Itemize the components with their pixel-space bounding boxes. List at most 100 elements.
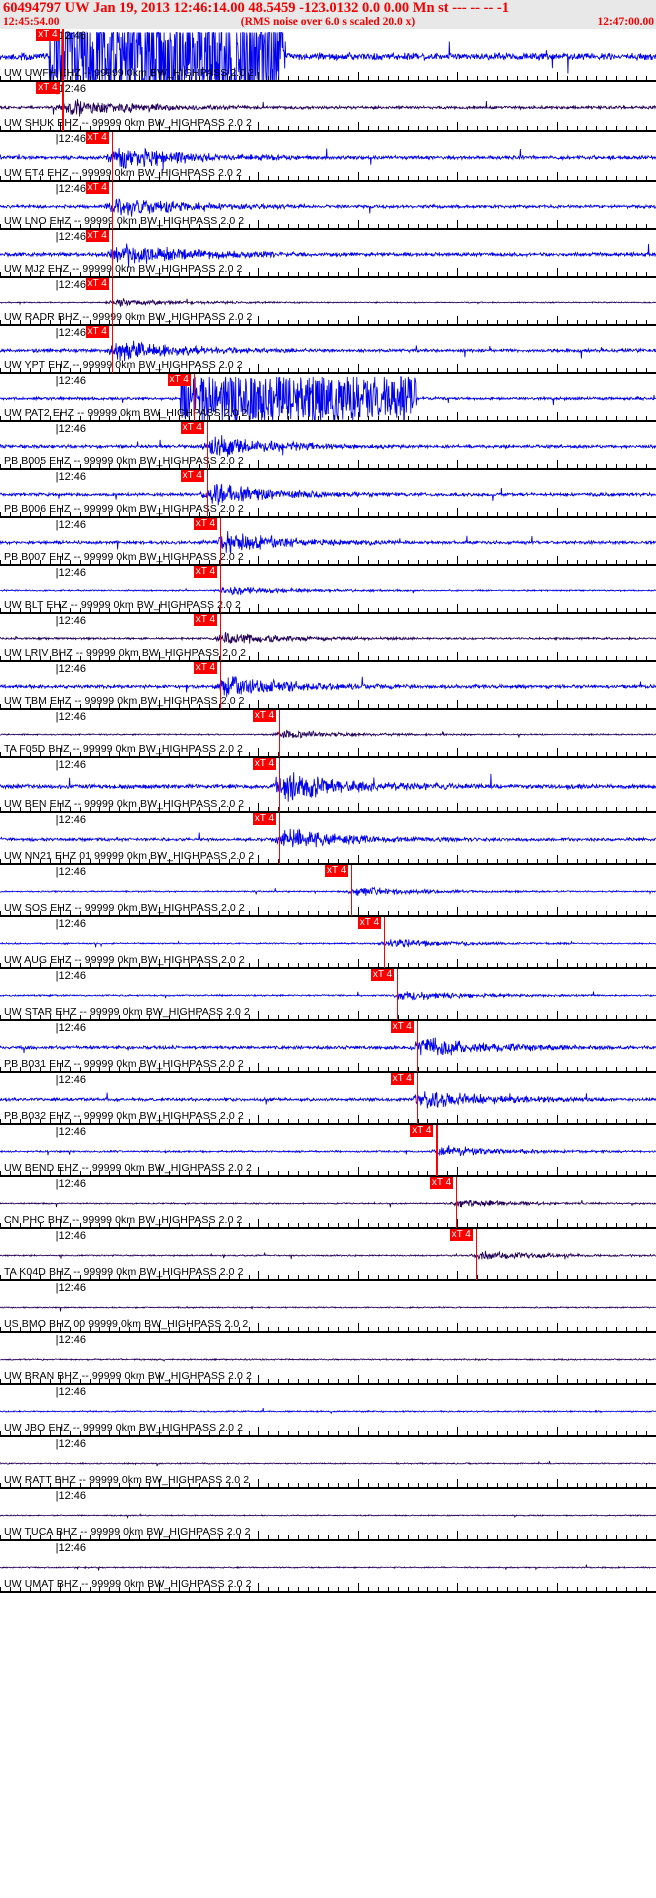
time-axis-line [0, 1175, 656, 1176]
trace-row[interactable]: |12:46 US BMO BHZ 00 99999 0km BW_HIGHPAS… [0, 1281, 656, 1333]
trace-row[interactable]: |12:46 TA K04D BHZ -- 99999 0km BW_HIGHPA… [0, 1229, 656, 1281]
trace-row[interactable]: |12:46 UW MJ2 EHZ -- 99999 0km BW_HIGHPAS… [0, 230, 656, 278]
phase-pick-marker[interactable] [193, 374, 195, 421]
phase-pick-badge[interactable]: xT 4 [390, 1073, 414, 1085]
phase-pick-badge[interactable]: xT 4 [252, 758, 277, 770]
axis-time-label: |12:46 [56, 759, 86, 771]
phase-pick-marker[interactable] [111, 132, 113, 181]
phase-pick-marker[interactable] [278, 758, 281, 812]
phase-pick-marker[interactable] [62, 29, 64, 81]
phase-pick-marker[interactable] [383, 917, 386, 968]
axis-label-tickmark: | [55, 423, 59, 435]
phase-pick-badge[interactable]: xT 4 [193, 614, 218, 626]
time-axis-line [0, 1539, 656, 1540]
phase-pick-badge[interactable]: xT 4 [85, 182, 109, 194]
phase-pick-marker[interactable] [475, 1229, 477, 1280]
phase-pick-marker[interactable] [396, 969, 399, 1020]
phase-pick-badge[interactable]: xT 4 [180, 422, 204, 434]
waveform [0, 586, 656, 596]
axis-label-text: 12:46 [58, 1386, 86, 1398]
phase-pick-marker[interactable] [111, 326, 113, 373]
phase-pick-badge[interactable]: xT 4 [449, 1229, 473, 1241]
trace-row[interactable]: |12:46 UW UWFH EHZ -- 99999 0km BW_HIGHPA… [0, 29, 656, 82]
phase-pick-badge[interactable]: xT 4 [85, 230, 109, 242]
phase-pick-marker[interactable] [219, 518, 222, 565]
phase-pick-badge[interactable]: xT 4 [193, 518, 218, 530]
phase-pick-marker[interactable] [219, 662, 222, 709]
phase-pick-marker[interactable] [111, 278, 113, 325]
phase-pick-marker[interactable] [278, 813, 281, 864]
trace-row[interactable]: |12:46 PB B032 EHZ -- 99999 0km BW_HIGHPA… [0, 1073, 656, 1125]
trace-row[interactable]: |12:46 CN PHC BHZ -- 99999 0km BW_HIGHPAS… [0, 1177, 656, 1229]
phase-pick-marker[interactable] [62, 82, 64, 131]
trace-row[interactable]: |12:46 UW STAR EHZ -- 99999 0km BW_HIGHPA… [0, 969, 656, 1021]
phase-pick-badge[interactable]: xT 4 [85, 278, 109, 290]
trace-row[interactable]: |12:46 UW TBM EHZ -- 99999 0km BW_HIGHPAS… [0, 662, 656, 710]
axis-label-tickmark: | [55, 1334, 59, 1346]
phase-pick-marker[interactable] [436, 1125, 438, 1176]
trace-row[interactable]: |12:46 UW BEN EHZ -- 99999 0km BW_HIGHPAS… [0, 758, 656, 813]
phase-pick-marker[interactable] [111, 230, 113, 277]
trace-row[interactable]: |12:46 UW LNO EHZ -- 99999 0km BW_HIGHPAS… [0, 182, 656, 230]
phase-pick-badge[interactable]: xT 4 [36, 29, 60, 41]
axis-label-tickmark: | [55, 471, 59, 483]
axis-time-label: |12:46 [56, 83, 86, 95]
phase-pick-badge[interactable]: xT 4 [252, 710, 277, 722]
phase-pick-badge[interactable]: xT 4 [180, 470, 204, 482]
trace-row[interactable]: |12:46 PB B006 EHZ -- 99999 0km BW_HIGHPA… [0, 470, 656, 518]
trace-channel-label: UW JBO EHZ -- 99999 0km BW_HIGHPASS 2.0 … [4, 1422, 244, 1434]
phase-pick-badge[interactable]: xT 4 [410, 1125, 434, 1137]
trace-row[interactable]: |12:46 PB B031 EHZ -- 99999 0km BW_HIGHPA… [0, 1021, 656, 1073]
trace-row[interactable]: |12:46 UW PAT2 EHZ -- 99999 0km BW_HIGHPA… [0, 374, 656, 422]
trace-row[interactable]: |12:46 UW NN21 EHZ 01 99999 0km BW_HIGHPA… [0, 813, 656, 865]
trace-row[interactable]: |12:46 UW BRAN BHZ -- 99999 0km BW_HIGHPA… [0, 1333, 656, 1385]
phase-pick-badge[interactable]: xT 4 [167, 374, 191, 386]
phase-pick-marker[interactable] [278, 710, 281, 757]
phase-pick-marker[interactable] [206, 422, 208, 469]
phase-pick-badge[interactable]: xT 4 [390, 1021, 414, 1033]
phase-pick-badge[interactable]: xT 4 [193, 566, 218, 578]
phase-pick-badge[interactable]: xT 4 [36, 82, 60, 94]
time-axis-line [0, 372, 656, 373]
trace-row[interactable]: |12:46 UW ET4 EHZ -- 99999 0km BW_HIGHPAS… [0, 132, 656, 182]
trace-row[interactable]: |12:46 UW YPT EHZ -- 99999 0km BW_HIGHPAS… [0, 326, 656, 374]
phase-pick-marker[interactable] [111, 182, 113, 229]
phase-pick-badge[interactable]: xT 4 [429, 1177, 454, 1189]
trace-row[interactable]: |12:46 UW JBO EHZ -- 99999 0km BW_HIGHPAS… [0, 1385, 656, 1437]
trace-row[interactable]: |12:46 UW SOS EHZ -- 99999 0km BW_HIGHPAS… [0, 865, 656, 917]
phase-pick-badge[interactable]: xT 4 [85, 326, 109, 338]
phase-pick-marker[interactable] [455, 1177, 458, 1228]
phase-pick-marker[interactable] [219, 614, 222, 661]
phase-pick-marker[interactable] [206, 470, 208, 517]
axis-label-text: 12:46 [58, 1126, 86, 1138]
trace-row[interactable]: |12:46 UW RATT BHZ -- 99999 0km BW_HIGHPA… [0, 1437, 656, 1489]
trace-row[interactable]: |12:46 UW LRIV BHZ -- 99999 0km BW_HIGHPA… [0, 614, 656, 662]
trace-row[interactable]: |12:46 UW SHUK BHZ -- 99999 0km BW_HIGHPA… [0, 82, 656, 132]
trace-row[interactable]: |12:46 UW RADR BHZ -- 99999 0km BW_HIGHPA… [0, 278, 656, 326]
trace-row[interactable]: |12:46 PB B007 EHZ -- 99999 0km BW_HIGHPA… [0, 518, 656, 566]
trace-row[interactable]: |12:46 UW AUG EHZ -- 99999 0km BW_HIGHPAS… [0, 917, 656, 969]
axis-label-tickmark: | [55, 970, 59, 982]
axis-label-text: 12:46 [58, 375, 86, 387]
phase-pick-marker[interactable] [416, 1073, 418, 1124]
phase-pick-marker[interactable] [416, 1021, 418, 1072]
phase-pick-badge[interactable]: xT 4 [252, 813, 277, 825]
waveform [0, 676, 656, 698]
phase-pick-badge[interactable]: xT 4 [85, 132, 109, 144]
phase-pick-badge[interactable]: xT 4 [193, 662, 218, 674]
axis-time-label: |12:46 [56, 615, 86, 627]
trace-row[interactable]: |12:46 UW BEND EHZ -- 99999 0km BW_HIGHPA… [0, 1125, 656, 1177]
phase-pick-badge[interactable]: xT 4 [325, 865, 349, 877]
phase-pick-marker[interactable] [351, 865, 353, 916]
phase-pick-badge[interactable]: xT 4 [370, 969, 395, 981]
trace-row[interactable]: |12:46 TA F05D BHZ -- 99999 0km BW_HIGHPA… [0, 710, 656, 758]
axis-label-text: 12:46 [58, 567, 86, 579]
trace-row[interactable]: |12:46 UW BLT EHZ -- 99999 0km BW_HIGHPAS… [0, 566, 656, 614]
phase-pick-marker[interactable] [219, 566, 222, 613]
trace-row[interactable]: |12:46 UW UMAT BHZ -- 99999 0km BW_HIGHPA… [0, 1541, 656, 1593]
trace-row[interactable]: |12:46 UW TUCA BHZ -- 99999 0km BW_HIGHPA… [0, 1489, 656, 1541]
phase-pick-badge[interactable]: xT 4 [357, 917, 382, 929]
axis-label-tickmark: | [55, 615, 59, 627]
trace-row[interactable]: |12:46 PB B005 EHZ -- 99999 0km BW_HIGHPA… [0, 422, 656, 470]
